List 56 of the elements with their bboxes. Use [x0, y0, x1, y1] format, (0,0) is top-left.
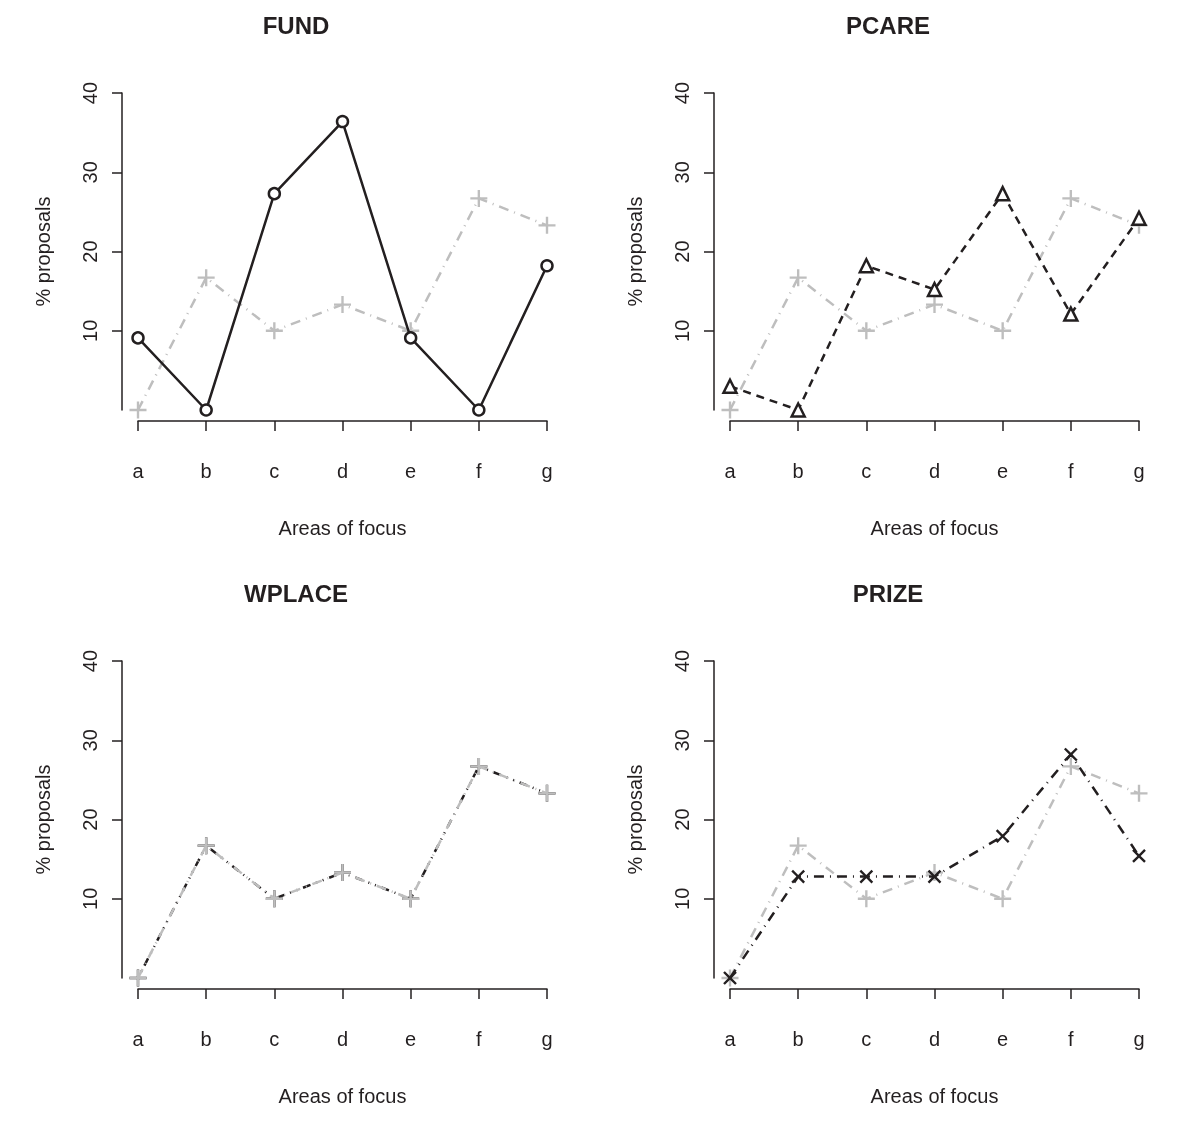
- x-tick-label: a: [132, 460, 145, 482]
- y-tick-label: 20: [79, 808, 101, 831]
- x-tick-label: f: [476, 1028, 483, 1050]
- y-tick-label: 10: [79, 887, 101, 910]
- x-axis-title: Areas of focus: [278, 517, 407, 539]
- y-axis-title: % proposals: [32, 764, 54, 875]
- x-tick-label: e: [997, 460, 1009, 482]
- y-axis-title: % proposals: [32, 196, 54, 307]
- x-tick-label: c: [269, 1028, 280, 1050]
- x-tick-label: g: [1133, 1028, 1145, 1050]
- x-tick-label: d: [336, 460, 349, 482]
- y-axis-title: % proposals: [624, 764, 646, 875]
- x-tick-label: c: [269, 460, 280, 482]
- y-tick-label: 30: [79, 729, 101, 752]
- x-tick-label: d: [928, 460, 941, 482]
- chart-title: PRIZE: [852, 579, 924, 607]
- y-tick-label: 30: [671, 161, 693, 184]
- chart-title: WPLACE: [244, 579, 348, 607]
- y-tick-label: 20: [79, 240, 101, 263]
- x-tick-label: e: [405, 1028, 417, 1050]
- y-tick-label: 40: [79, 81, 101, 105]
- x-tick-label: f: [476, 460, 483, 482]
- y-tick-label: 10: [671, 887, 693, 910]
- x-tick-label: g: [1133, 460, 1145, 482]
- x-tick-label: c: [861, 1028, 872, 1050]
- y-tick-label: 20: [671, 808, 693, 831]
- x-tick-label: c: [861, 460, 872, 482]
- x-tick-label: b: [200, 460, 212, 482]
- y-tick-label: 30: [79, 161, 101, 184]
- x-tick-label: a: [724, 460, 737, 482]
- x-tick-label: a: [724, 1028, 737, 1050]
- y-tick-label: 30: [671, 729, 693, 752]
- x-tick-label: f: [1068, 460, 1075, 482]
- x-tick-label: g: [541, 1028, 553, 1050]
- y-tick-label: 40: [671, 649, 693, 673]
- x-tick-label: e: [997, 1028, 1009, 1050]
- y-tick-label: 10: [79, 319, 101, 342]
- x-tick-label: b: [200, 1028, 212, 1050]
- x-tick-label: a: [132, 1028, 145, 1050]
- x-tick-label: f: [1068, 1028, 1075, 1050]
- x-tick-label: b: [792, 1028, 804, 1050]
- x-tick-label: g: [541, 460, 553, 482]
- chart-title: PCARE: [845, 11, 931, 39]
- y-tick-label: 20: [671, 240, 693, 263]
- y-tick-label: 10: [671, 319, 693, 342]
- x-tick-label: d: [928, 1028, 941, 1050]
- x-axis-title: Areas of focus: [870, 1085, 999, 1107]
- x-tick-label: e: [405, 460, 417, 482]
- x-tick-label: d: [336, 1028, 349, 1050]
- y-tick-label: 40: [79, 649, 101, 673]
- x-axis-title: Areas of focus: [278, 1085, 407, 1107]
- x-axis-title: Areas of focus: [870, 517, 999, 539]
- y-axis-title: % proposals: [624, 196, 646, 307]
- y-tick-label: 40: [671, 81, 693, 105]
- chart-title: FUND: [262, 11, 330, 39]
- x-tick-label: b: [792, 460, 804, 482]
